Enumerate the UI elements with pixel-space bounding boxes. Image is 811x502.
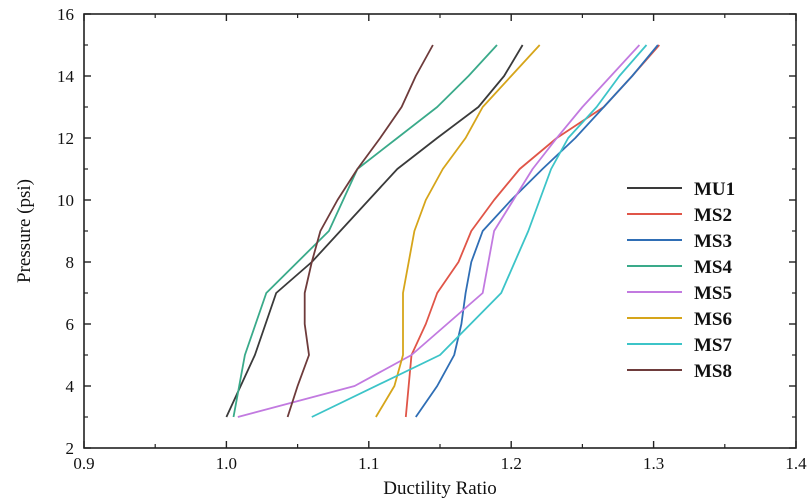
legend-label-ms3: MS3: [694, 231, 732, 252]
y-tick-label: 8: [66, 253, 75, 272]
legend-label-ms7: MS7: [694, 335, 733, 356]
y-axis-title: Pressure (psi): [14, 179, 35, 283]
legend: MU1 MS2 MS3 MS4 MS5 MS6 MS7 MS8: [627, 179, 735, 382]
x-tick-label: 1.3: [643, 454, 664, 473]
legend-label-mu1: MU1: [694, 179, 735, 200]
y-tick-label: 14: [57, 67, 75, 86]
legend-label-ms2: MS2: [694, 205, 732, 226]
x-axis-title: Ductility Ratio: [383, 478, 496, 499]
series-layer: [226, 45, 659, 417]
x-tick-label: 1.1: [358, 454, 379, 473]
legend-label-ms6: MS6: [694, 309, 732, 330]
y-tick-label: 16: [57, 5, 74, 24]
series-line-ms5: [238, 45, 640, 417]
y-tick-label: 10: [57, 191, 74, 210]
series-line-ms3: [416, 45, 658, 417]
y-tick-label: 4: [66, 377, 75, 396]
y-tick-label: 2: [66, 439, 75, 458]
plot-area: [84, 14, 796, 448]
legend-label-ms4: MS4: [694, 257, 733, 278]
x-tick-label: 1.2: [501, 454, 522, 473]
legend-label-ms8: MS8: [694, 361, 732, 382]
series-line-ms6: [376, 45, 540, 417]
x-tick-label: 1.0: [216, 454, 237, 473]
y-tick-label: 12: [57, 129, 74, 148]
x-tick-label: 1.4: [785, 454, 807, 473]
series-line-ms4: [234, 45, 498, 417]
series-line-ms7: [312, 45, 647, 417]
x-tick-label: 0.9: [73, 454, 94, 473]
legend-label-ms5: MS5: [694, 283, 732, 304]
y-tick-label: 6: [66, 315, 75, 334]
series-line-mu1: [226, 45, 522, 417]
plot-frame: [84, 14, 796, 448]
